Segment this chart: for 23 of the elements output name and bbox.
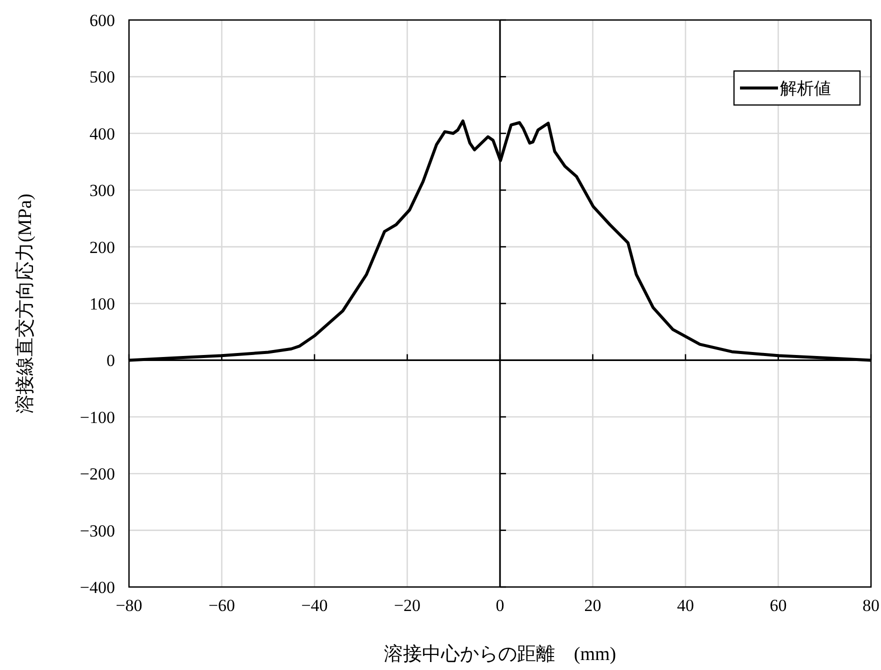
x-axis-title: 溶接中心からの距離 (mm) <box>384 643 616 665</box>
legend-label: 解析値 <box>780 79 831 98</box>
x-tick-label: −80 <box>116 596 142 615</box>
y-tick-label: −400 <box>80 578 115 597</box>
y-axis-title: 溶接線直交方向応力(MPa) <box>14 194 36 414</box>
x-tick-label: 20 <box>584 596 602 615</box>
y-tick-label: −100 <box>80 408 115 427</box>
x-tick-label: −20 <box>394 596 421 615</box>
y-tick-label: −200 <box>80 464 115 484</box>
y-tick-label: 200 <box>90 238 115 257</box>
y-tick-label: 300 <box>90 181 115 200</box>
x-tick-label: 60 <box>770 596 787 615</box>
x-tick-label: 40 <box>677 596 694 615</box>
y-tick-label: 0 <box>106 351 115 370</box>
y-tick-label: 100 <box>90 294 115 314</box>
y-tick-label: −300 <box>80 521 115 540</box>
x-tick-label: 0 <box>496 596 504 615</box>
x-tick-label: −60 <box>208 596 236 615</box>
x-tick-label: 80 <box>862 596 880 615</box>
y-tick-label: 400 <box>90 124 115 144</box>
y-tick-label: 600 <box>90 11 115 30</box>
y-tick-label: 500 <box>90 68 115 87</box>
x-tick-label: −40 <box>301 596 328 615</box>
